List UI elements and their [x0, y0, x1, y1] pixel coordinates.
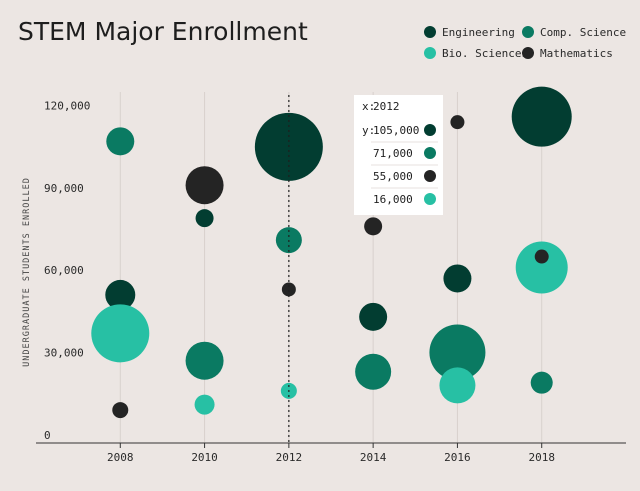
bubble-mathematics[interactable]: [281, 282, 296, 297]
legend-item[interactable]: Comp. Science: [522, 26, 626, 39]
bubble-bio-sciences[interactable]: [515, 241, 568, 294]
chart-title: STEM Major Enrollment: [18, 17, 308, 46]
legend-item[interactable]: Engineering: [424, 26, 515, 39]
tooltip-swatch: [424, 147, 436, 159]
legend-item[interactable]: Mathematics: [522, 47, 613, 60]
tooltip: x:2012 y:105,000 71,000 55,000 16,000: [354, 95, 443, 215]
bubble-comp-science[interactable]: [530, 371, 553, 394]
tooltip-value: 16,000: [373, 193, 413, 206]
x-axis-ticks: 2008 2010 2012 2014 2016 2018: [107, 443, 555, 464]
bubble-mathematics[interactable]: [450, 115, 465, 130]
y-tick-label: 0: [44, 429, 51, 442]
bubble-engineering[interactable]: [359, 302, 388, 331]
legend-label: Mathematics: [540, 47, 613, 60]
legend: Engineering Comp. Science Bio. Sciences Mat…: [424, 26, 626, 60]
y-tick-label: 30,000: [44, 347, 84, 360]
x-tick-label: 2012: [276, 451, 303, 464]
legend-label: Engineering: [442, 26, 515, 39]
gridlines: [119, 92, 543, 443]
bubble-bio-sciences[interactable]: [91, 304, 150, 363]
bubble-mathematics[interactable]: [534, 249, 549, 264]
tooltip-value: 71,000: [373, 147, 413, 160]
bubble-mathematics[interactable]: [364, 217, 383, 236]
legend-swatch: [424, 47, 436, 59]
legend-item[interactable]: Bio. Sciences: [424, 47, 528, 60]
x-tick-label: 2018: [528, 451, 555, 464]
x-tick-label: 2014: [360, 451, 387, 464]
tooltip-value: 105,000: [373, 124, 419, 137]
bubble-comp-science[interactable]: [355, 353, 392, 390]
bubble-bio-sciences[interactable]: [439, 367, 476, 404]
tooltip-value: 55,000: [373, 170, 413, 183]
tooltip-swatch: [424, 193, 436, 205]
tooltip-x-value: 2012: [373, 100, 400, 113]
bubble-comp-science[interactable]: [429, 324, 486, 381]
tooltip-swatch: [424, 170, 436, 182]
tooltip-x-label: x:: [362, 100, 375, 113]
legend-swatch: [424, 26, 436, 38]
y-tick-label: 90,000: [44, 182, 84, 195]
bubble-mathematics[interactable]: [185, 166, 224, 205]
x-tick-label: 2010: [191, 451, 218, 464]
legend-swatch: [522, 47, 534, 59]
x-tick-label: 2016: [444, 451, 471, 464]
bubble-mathematics[interactable]: [112, 402, 129, 419]
bubble-engineering[interactable]: [195, 209, 214, 228]
tooltip-y-label: y:: [362, 124, 375, 137]
y-tick-label: 60,000: [44, 264, 84, 277]
x-tick-label: 2008: [107, 451, 134, 464]
y-axis-ticks: 0 30,000 60,000 90,000 120,000: [44, 100, 90, 442]
tooltip-swatch: [424, 124, 436, 136]
bubble-comp-science[interactable]: [185, 341, 224, 380]
y-axis-label: UNDERGRADUATE STUDENTS ENROLLED: [22, 177, 32, 367]
legend-label: Bio. Sciences: [442, 47, 528, 60]
legend-swatch: [522, 26, 534, 38]
bubble-comp-science[interactable]: [106, 127, 135, 156]
bubble-engineering[interactable]: [443, 264, 472, 293]
legend-label: Comp. Science: [540, 26, 626, 39]
bubble-engineering[interactable]: [105, 279, 136, 310]
data-points: [91, 86, 572, 419]
bubble-engineering[interactable]: [511, 86, 572, 147]
bubble-bio-sciences[interactable]: [194, 394, 215, 415]
y-tick-label: 120,000: [44, 100, 90, 113]
